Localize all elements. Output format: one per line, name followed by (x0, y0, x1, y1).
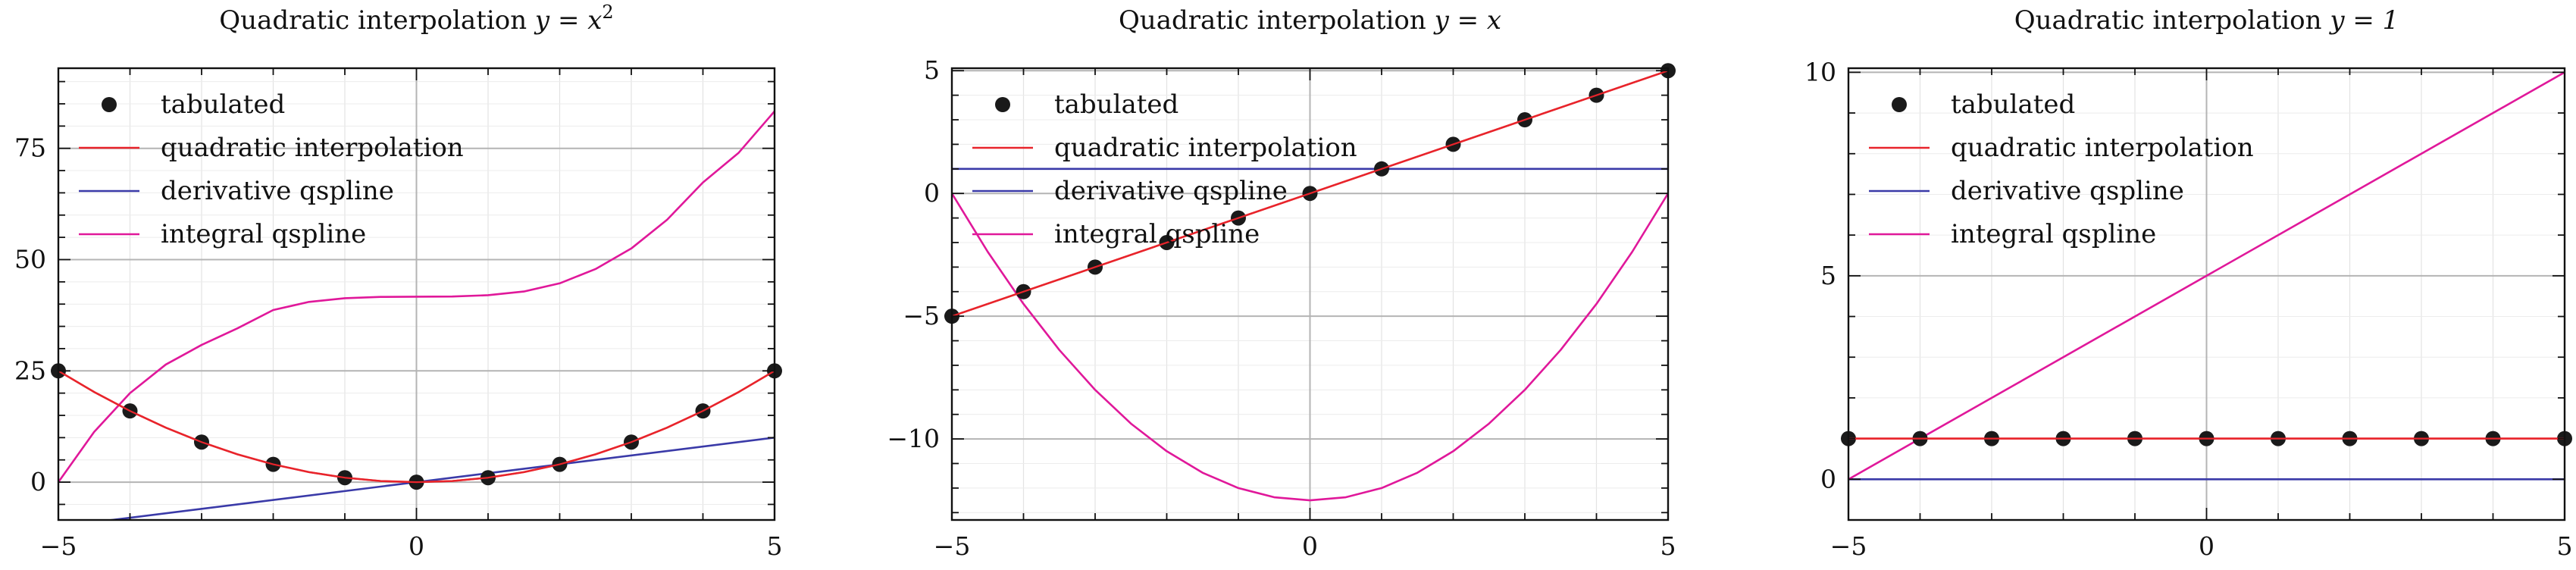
x-tick-label: 5 (767, 531, 783, 561)
x-tick-label: −5 (40, 531, 77, 561)
y-tick-label: 0 (1820, 464, 1836, 493)
legend-label: tabulated (1951, 89, 2075, 120)
series-line-interpolation-overlay (952, 70, 1668, 318)
series-line-interpolation-overlay (58, 370, 775, 484)
ticks (951, 68, 1669, 520)
series-line-integral-qspline (58, 110, 775, 484)
ticks (1848, 68, 2565, 521)
legend-label: tabulated (161, 89, 285, 120)
y-tick-label: 50 (14, 244, 46, 274)
chart-title: Quadratic interpolation y = x2 (219, 2, 613, 36)
legend-label: tabulated (1054, 89, 1178, 120)
legend-label: integral qspline (1951, 219, 2156, 249)
y-tick-label: 0 (924, 178, 940, 208)
y-tick-label: 5 (924, 55, 940, 85)
legend-label: derivative qspline (1054, 176, 1288, 206)
legend-label: quadratic interpolation (1054, 133, 1357, 163)
chart-title: Quadratic interpolation y = x (1119, 5, 1501, 36)
x-tick-label: 0 (2199, 531, 2214, 561)
tabulated-points (1841, 431, 2572, 446)
legend-label: derivative qspline (1951, 176, 2184, 206)
legend-label: derivative qspline (161, 176, 394, 206)
chart-panel-2: −5 0 5 −10 −5 0 5 Quadratic interpolation y = x… (887, 5, 1676, 561)
series-line-integral-qspline (952, 192, 1668, 502)
x-tick-label: 0 (408, 531, 424, 561)
y-tick-label: −5 (903, 301, 940, 330)
x-tick-label: 5 (1660, 531, 1676, 561)
x-tick-label: −5 (934, 531, 971, 561)
legend: tabulated quadratic interpolation derivati… (972, 89, 1357, 249)
chart-title: Quadratic interpolation y = 1 (2014, 5, 2399, 36)
y-tick-label: 75 (14, 133, 46, 163)
y-tick-label: 0 (30, 467, 46, 496)
x-tick-label: 5 (2557, 531, 2573, 561)
legend-label: integral qspline (1054, 219, 1260, 249)
chart-panel-3: −5 0 5 0 5 10 Quadratic interpolation y = 1 tab… (1804, 5, 2573, 561)
legend-marker (1892, 97, 1907, 112)
legend-label: integral qspline (161, 219, 366, 249)
legend: tabulated quadratic interpolation derivati… (1869, 89, 2254, 249)
legend-marker (995, 97, 1010, 112)
y-tick-label: 25 (14, 355, 46, 385)
x-tick-label: −5 (1830, 531, 1867, 561)
legend-label: quadratic interpolation (1951, 133, 2254, 163)
legend-marker (102, 97, 117, 112)
series-line-integral-qspline (1848, 71, 2565, 481)
y-tick-label: 10 (1804, 57, 1836, 86)
y-tick-label: −10 (887, 424, 940, 453)
legend-label: quadratic interpolation (161, 133, 464, 163)
ticks (58, 68, 775, 520)
y-tick-label: 5 (1820, 261, 1836, 290)
x-tick-label: 0 (1302, 531, 1318, 561)
legend: tabulated quadratic interpolation derivati… (79, 89, 464, 249)
